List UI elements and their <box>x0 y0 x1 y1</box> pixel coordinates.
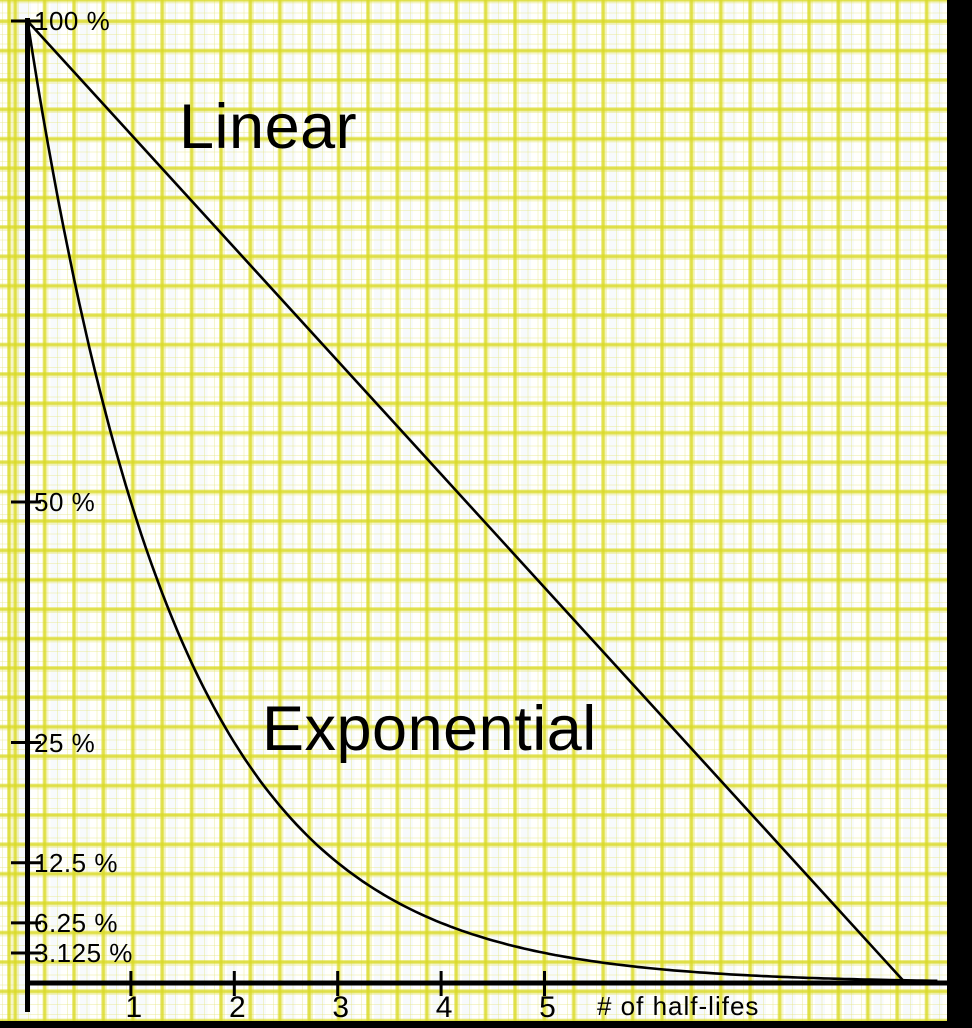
bottom-black-border <box>0 1021 972 1028</box>
linear-curve-label: Linear <box>179 92 358 162</box>
right-black-border <box>947 0 972 1028</box>
x-tick-label: 5 <box>539 991 556 1024</box>
y-tick-label: 6.25 % <box>34 907 118 938</box>
exponential-curve <box>26 20 938 983</box>
x-tick-label: 2 <box>228 991 246 1024</box>
linear-curve <box>26 20 907 984</box>
y-tick-label: 12.5 % <box>34 847 118 878</box>
y-tick-label: 3.125 % <box>34 937 133 968</box>
y-tick-label: 100 % <box>34 6 111 36</box>
y-tick-label: 50 % <box>34 487 96 517</box>
x-tick-label: 3 <box>332 991 350 1024</box>
x-tick-label: 4 <box>435 991 453 1024</box>
y-tick-label: 25 % <box>34 727 96 758</box>
x-tick-label: 1 <box>125 991 143 1024</box>
x-axis-title: # of half-lifes <box>597 991 760 1021</box>
exponential-curve-label: Exponential <box>262 694 597 764</box>
